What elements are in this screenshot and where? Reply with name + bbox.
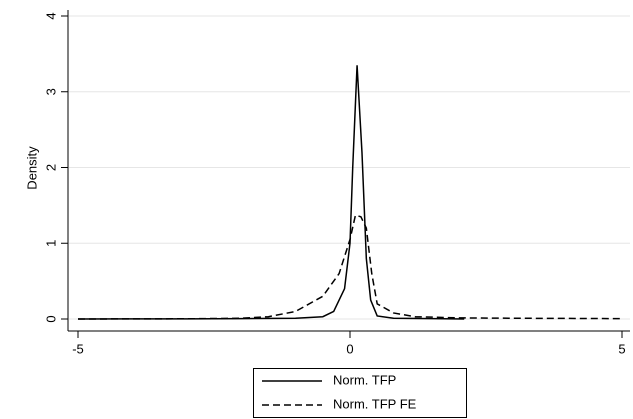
legend xyxy=(253,368,467,418)
y-tick-label: 2 xyxy=(43,164,58,171)
y-tick-label: 1 xyxy=(43,240,58,247)
y-tick-label: 3 xyxy=(43,88,58,95)
y-tick-label: 0 xyxy=(43,315,58,322)
legend-label: Norm. TFP xyxy=(333,372,396,387)
y-axis-label: Density xyxy=(24,146,39,190)
y-tick-label: 4 xyxy=(43,12,58,19)
series-line xyxy=(77,65,465,320)
legend-label: Norm. TFP FE xyxy=(333,396,417,411)
x-tick-label: 5 xyxy=(618,341,625,356)
x-tick-label: -5 xyxy=(72,341,84,356)
x-tick-label: 0 xyxy=(346,341,353,356)
